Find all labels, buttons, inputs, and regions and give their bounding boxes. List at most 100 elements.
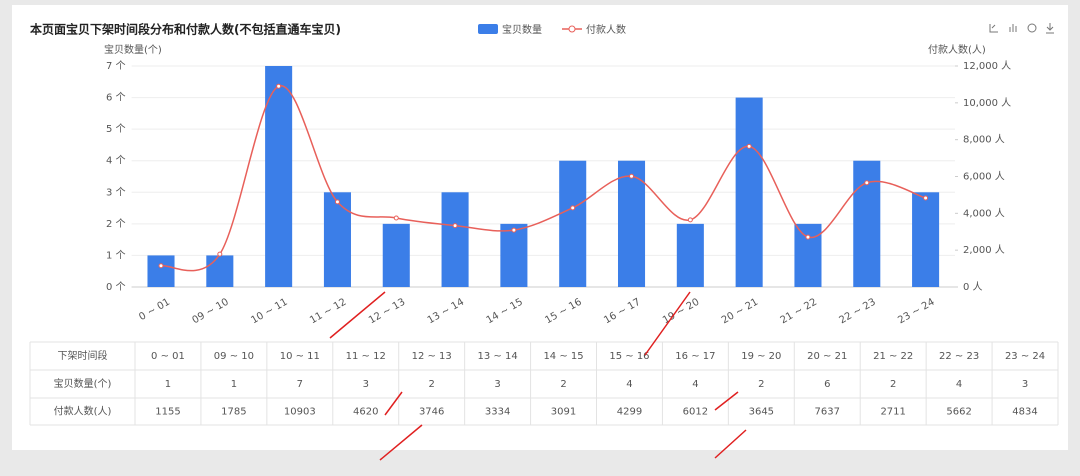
y-tick-label: 3 个 (106, 186, 126, 198)
line-point (923, 195, 929, 201)
y-tick-label: 7 个 (106, 60, 126, 72)
table-cell: 10 ~ 11 (280, 351, 320, 362)
arrow (714, 391, 739, 411)
bar (206, 255, 234, 287)
table-cell: 1 (231, 379, 237, 390)
card (12, 5, 1068, 450)
bar (382, 223, 410, 287)
line-point (511, 227, 517, 233)
bar (794, 223, 822, 287)
table-cell: 20 ~ 21 (807, 351, 847, 362)
tool-icon[interactable] (1027, 23, 1037, 33)
table-row-label: 宝贝数量(个) (54, 377, 112, 390)
table-cell: 4299 (617, 407, 642, 418)
line-point (158, 263, 164, 269)
table-cell: 1155 (155, 407, 180, 418)
y2-tick-label: 6,000 人 (963, 171, 1005, 183)
line (160, 85, 926, 272)
y2-tick-label: 4,000 人 (963, 207, 1005, 219)
line-point (864, 180, 870, 186)
table-cell: 15 ~ 16 (609, 351, 649, 362)
arrow (644, 291, 691, 356)
table-cell: 09 ~ 10 (214, 351, 254, 362)
table-cell: 4 (692, 379, 698, 390)
y2-tick-label: 12,000 人 (963, 60, 1011, 72)
legend-swatch (568, 25, 576, 33)
line-point (393, 215, 399, 221)
table-cell: 5662 (946, 407, 971, 418)
arrow (714, 429, 747, 459)
y-axis-label: 宝贝数量(个) (104, 43, 162, 56)
table-cell: 3091 (551, 407, 576, 418)
line-point (452, 223, 458, 229)
table-header: 下架时间段 (58, 349, 108, 362)
line-point (629, 173, 635, 179)
y-tick-label: 5 个 (106, 123, 126, 135)
y-tick-label: 6 个 (106, 92, 126, 104)
table-cell: 22 ~ 23 (939, 351, 979, 362)
table-cell: 14 ~ 15 (543, 351, 583, 362)
table-cell: 2 (758, 379, 764, 390)
table-cell: 3645 (749, 407, 774, 418)
table-cell: 12 ~ 13 (412, 351, 452, 362)
table-cell: 2 (560, 379, 566, 390)
y-tick-label: 1 个 (106, 249, 126, 261)
line-point (805, 234, 811, 240)
y-tick-label: 0 个 (106, 281, 126, 293)
arrow (329, 291, 386, 339)
table-cell: 3 (363, 379, 369, 390)
table-cell: 4 (956, 379, 962, 390)
line-point (334, 199, 340, 205)
table-cell: 23 ~ 24 (1005, 351, 1045, 362)
bar (265, 66, 293, 287)
bar (676, 223, 704, 287)
bar (559, 160, 587, 287)
bar (912, 192, 940, 287)
line-point (276, 83, 282, 89)
table-cell: 11 ~ 12 (346, 351, 386, 362)
bar (735, 97, 763, 287)
table-cell: 19 ~ 20 (741, 351, 781, 362)
table-cell: 2 (890, 379, 896, 390)
bar (853, 160, 881, 287)
arrow (384, 391, 403, 416)
legend-swatch (478, 24, 498, 34)
table-cell: 13 ~ 14 (478, 351, 518, 362)
y2-tick-label: 8,000 人 (963, 134, 1005, 146)
table-cell: 3746 (419, 407, 444, 418)
y-tick-label: 2 个 (106, 218, 126, 230)
table-cell: 1785 (221, 407, 246, 418)
table-row-label: 付款人数(人) (54, 405, 112, 418)
tool-icon[interactable] (989, 24, 998, 33)
table-cell: 6012 (683, 407, 708, 418)
annotation-arrows (329, 291, 747, 461)
table-cell: 2711 (880, 407, 905, 418)
table-cell: 10903 (284, 407, 316, 418)
line-point (687, 217, 693, 223)
tool-icon[interactable] (1009, 24, 1017, 32)
y-tick-label: 4 个 (106, 155, 126, 167)
y2-tick-label: 0 人 (963, 281, 983, 293)
y2-tick-label: 10,000 人 (963, 97, 1011, 109)
table-cell: 16 ~ 17 (675, 351, 715, 362)
table-cell: 6 (824, 379, 830, 390)
legend-label: 宝贝数量 (502, 23, 542, 36)
table-cell: 1 (165, 379, 171, 390)
table-cell: 7 (297, 379, 303, 390)
chart-title: 本页面宝贝下架时间段分布和付款人数(不包括直通车宝贝) (30, 22, 341, 37)
line-point (746, 143, 752, 149)
table-cell: 21 ~ 22 (873, 351, 913, 362)
line-point (217, 251, 223, 257)
y2-tick-label: 2,000 人 (963, 244, 1005, 256)
table-cell: 3 (494, 379, 500, 390)
bar (441, 192, 469, 287)
line-point (570, 205, 576, 211)
toolbar[interactable] (989, 23, 1054, 34)
tool-icon[interactable] (1046, 23, 1054, 34)
table-cell: 2 (428, 379, 434, 390)
bar (323, 192, 351, 287)
table-cell: 3334 (485, 407, 510, 418)
legend-label: 付款人数 (586, 23, 626, 36)
